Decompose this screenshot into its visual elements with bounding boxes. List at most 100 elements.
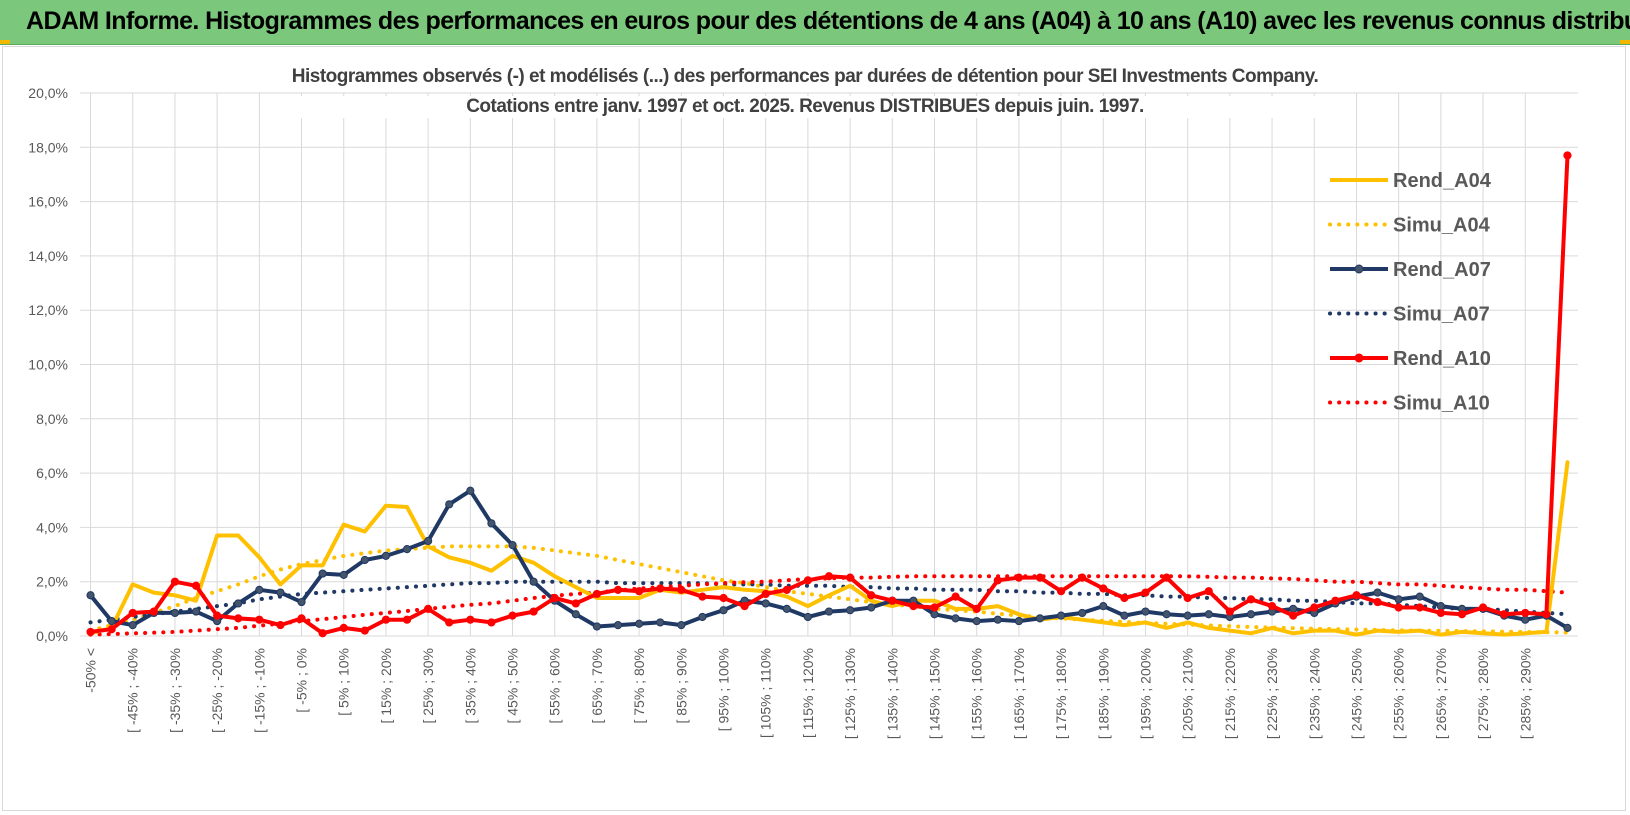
data-point-rend_a10 (1183, 593, 1192, 603)
data-point-rend_a10 (550, 593, 559, 603)
data-point-rend_a10 (1457, 610, 1467, 619)
data-point-rend_a10 (909, 602, 918, 611)
data-point-rend_a07 (1056, 611, 1066, 620)
data-point-rend_a10 (1204, 587, 1213, 596)
data-point-rend_a10 (993, 576, 1002, 585)
legend-label-rend_a10: Rend_A10 (1393, 348, 1491, 370)
data-point-rend_a10 (1078, 573, 1087, 582)
data-point-rend_a10 (1162, 573, 1171, 582)
data-point-rend_a10 (930, 603, 939, 612)
data-point-rend_a10 (1014, 573, 1023, 582)
data-point-rend_a07 (1289, 604, 1298, 613)
y-tick-label: 18,0% (28, 139, 68, 155)
data-point-rend_a10 (656, 584, 665, 593)
y-tick-label: 16,0% (28, 194, 68, 210)
data-point-rend_a07 (1521, 615, 1530, 624)
data-point-rend_a07 (677, 621, 686, 630)
data-point-rend_a10 (1035, 573, 1045, 582)
y-tick-label: 4,0% (36, 519, 68, 535)
x-tick-label: [ -5% ; 0% (294, 648, 310, 713)
data-point-rend_a10 (1225, 607, 1234, 616)
data-point-rend_a07 (951, 614, 960, 623)
data-point-rend_a07 (1141, 607, 1150, 616)
data-point-rend_a10 (1415, 603, 1424, 612)
data-point-rend_a07 (487, 519, 496, 528)
x-tick-label: [ 245% ; 250% (1348, 648, 1364, 739)
data-point-rend_a10 (86, 627, 95, 637)
data-point-rend_a10 (318, 629, 327, 638)
data-point-rend_a07 (571, 610, 580, 619)
data-point-rend_a10 (107, 625, 116, 634)
data-point-rend_a07 (128, 621, 137, 630)
data-point-rend_a07 (930, 610, 939, 619)
data-point-rend_a10 (234, 614, 243, 623)
data-point-rend_a07 (698, 612, 707, 622)
data-point-rend_a07 (381, 551, 391, 561)
data-point-rend_a10 (487, 618, 496, 627)
data-point-rend_a10 (1331, 596, 1340, 605)
legend-label-simu_a10: Simu_A10 (1393, 393, 1490, 415)
data-point-rend_a07 (276, 588, 285, 597)
data-point-rend_a10 (803, 576, 813, 585)
legend-label-rend_a07: Rend_A07 (1393, 259, 1491, 281)
x-tick-label: [ 225% ; 230% (1264, 648, 1280, 739)
x-tick-label: [ 35% ; 40% (462, 648, 478, 724)
data-point-rend_a10 (149, 607, 158, 616)
x-tick-label: [ 135% ; 140% (884, 648, 900, 739)
data-point-rend_a10 (613, 585, 623, 594)
data-point-rend_a10 (1373, 597, 1382, 607)
data-point-rend_a07 (1078, 608, 1087, 618)
x-tick-label: [ 185% ; 190% (1095, 648, 1111, 739)
data-point-rend_a10 (1436, 608, 1445, 618)
data-point-rend_a10 (571, 599, 580, 608)
x-tick-label: [ 275% ; 280% (1475, 648, 1491, 739)
legend-marker-rend_a07 (1354, 264, 1364, 274)
series-line-rend_a04 (88, 460, 1570, 637)
x-tick-label: [ 165% ; 170% (1011, 648, 1027, 739)
data-point-rend_a07 (466, 486, 475, 495)
x-tick-label: [ 15% ; 20% (378, 648, 394, 724)
data-point-rend_a07 (297, 597, 306, 607)
data-point-rend_a10 (698, 592, 707, 601)
data-point-rend_a10 (508, 611, 517, 620)
x-tick-label: [ -25% ; -20% (209, 648, 225, 733)
data-point-rend_a10 (761, 589, 770, 599)
data-point-rend_a07 (1120, 611, 1129, 620)
data-point-rend_a10 (424, 604, 433, 613)
data-point-rend_a07 (1373, 588, 1382, 597)
series-line-rend_a07 (88, 488, 1570, 630)
x-tick-label: [ 45% ; 50% (505, 648, 521, 724)
data-point-rend_a07 (360, 555, 369, 565)
data-point-rend_a07 (234, 599, 243, 608)
report-banner: ADAM Informe. Histogrammes des performan… (0, 0, 1630, 45)
x-tick-label: [ 195% ; 200% (1137, 648, 1153, 739)
data-point-rend_a07 (782, 604, 791, 613)
data-point-rend_a07 (993, 615, 1002, 624)
legend-marker-rend_a10 (1354, 353, 1364, 363)
data-point-rend_a10 (276, 621, 285, 630)
x-tick-label: [ 125% ; 130% (842, 648, 858, 739)
data-point-rend_a10 (592, 589, 602, 599)
data-point-rend_a10 (867, 591, 876, 600)
legend-label-simu_a04: Simu_A04 (1393, 215, 1491, 237)
x-tick-label: [ 5% ; 10% (336, 648, 352, 716)
data-point-rend_a07 (191, 607, 201, 616)
data-point-rend_a10 (782, 585, 791, 594)
data-point-rend_a07 (424, 536, 433, 546)
data-point-rend_a10 (381, 615, 391, 624)
data-point-rend_a10 (635, 587, 644, 596)
data-point-rend_a10 (128, 608, 137, 618)
chart-title-line-1: Histogrammes observés (-) et modélisés (… (280, 66, 1330, 88)
data-point-rend_a07 (1162, 610, 1171, 619)
data-point-rend_a10 (1563, 151, 1572, 160)
data-point-rend_a07 (867, 603, 876, 612)
data-point-rend_a07 (445, 500, 454, 509)
data-point-rend_a10 (529, 607, 538, 616)
series-line-rend_a10 (88, 153, 1570, 636)
x-tick-label: [ 95% ; 100% (716, 648, 732, 731)
data-point-rend_a07 (635, 619, 644, 628)
legend-label-rend_a04: Rend_A04 (1393, 170, 1492, 192)
data-point-rend_a07 (845, 606, 855, 615)
data-point-rend_a07 (1035, 614, 1045, 623)
data-point-rend_a10 (1099, 584, 1108, 593)
